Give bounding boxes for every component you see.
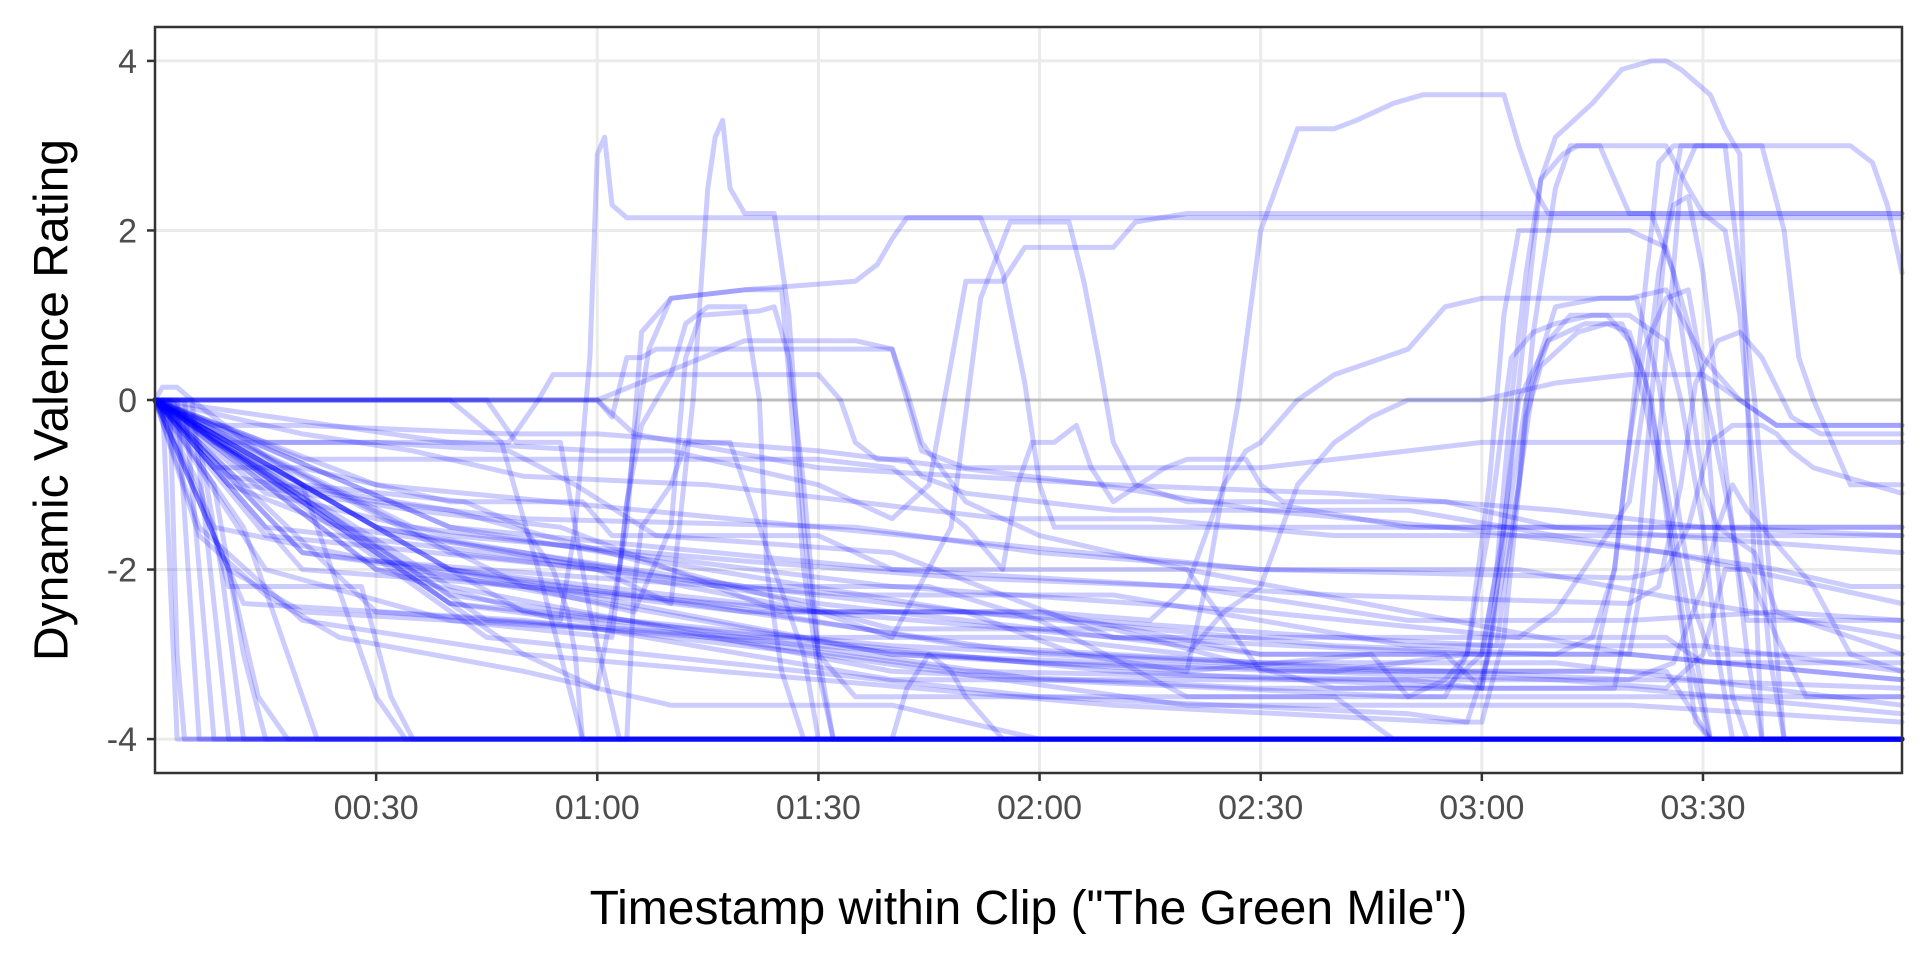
series-line-23 xyxy=(152,397,1905,623)
series-line-34 xyxy=(152,117,1905,700)
series-line-46 xyxy=(152,228,1905,742)
x-tick-label-4: 02:30 xyxy=(1218,789,1303,827)
series-line-24 xyxy=(152,397,1905,640)
series-line-8 xyxy=(152,397,1905,742)
series-line-26 xyxy=(152,397,1905,606)
series-line-30 xyxy=(152,215,1905,691)
series-line-57 xyxy=(152,143,1905,657)
series-line-25 xyxy=(152,397,1905,708)
series-layer xyxy=(152,58,1905,742)
series-line-5 xyxy=(152,397,1905,742)
x-tick-label-2: 01:30 xyxy=(776,789,861,827)
series-line-32 xyxy=(152,287,1905,742)
series-line-27 xyxy=(152,397,1905,539)
series-line-61 xyxy=(152,397,1905,700)
series-line-60 xyxy=(152,397,1905,683)
series-line-14 xyxy=(152,397,1905,742)
series-line-1 xyxy=(152,397,1905,742)
series-line-15 xyxy=(152,397,1905,742)
y-tick-label-3: 2 xyxy=(118,212,137,250)
series-line-50 xyxy=(152,321,1905,742)
x-tick-label-0: 00:30 xyxy=(334,789,419,827)
series-line-49 xyxy=(152,312,1905,742)
y-tick-label-1: -2 xyxy=(107,552,137,590)
series-line-43 xyxy=(152,372,1905,657)
series-line-7 xyxy=(152,397,1905,742)
series-line-41 xyxy=(152,92,1905,674)
series-line-45 xyxy=(152,143,1905,742)
x-axis-title: Timestamp within Clip ("The Green Mile") xyxy=(590,882,1468,935)
series-line-6 xyxy=(152,397,1905,742)
series-line-40 xyxy=(152,397,1905,572)
series-line-16 xyxy=(152,397,1905,666)
series-line-18 xyxy=(152,397,1905,691)
y-tick-label-0: -4 xyxy=(107,721,137,759)
series-line-11 xyxy=(152,397,1905,742)
series-line-54 xyxy=(152,287,1905,742)
series-line-44 xyxy=(152,58,1905,742)
x-tick-label-5: 03:00 xyxy=(1439,789,1524,827)
ticks-layer: 00:30 01:00 01:30 02:00 02:30 03:00 03:30 -4 -2 0… xyxy=(107,43,1746,827)
x-tick-label-6: 03:30 xyxy=(1660,789,1745,827)
series-line-38 xyxy=(152,211,1905,522)
series-line-3 xyxy=(152,397,1905,742)
series-line-28 xyxy=(152,397,1905,742)
series-line-42 xyxy=(152,287,1905,623)
series-line-36 xyxy=(152,346,1905,683)
series-line-58 xyxy=(152,329,1905,606)
series-line-48 xyxy=(152,321,1905,742)
x-tick-label-1: 01:00 xyxy=(555,789,640,827)
series-line-52 xyxy=(152,143,1905,657)
series-line-47 xyxy=(152,312,1905,742)
series-line-51 xyxy=(152,295,1905,691)
series-line-19 xyxy=(152,397,1905,717)
series-line-55 xyxy=(152,143,1905,742)
x-tick-label-3: 02:00 xyxy=(997,789,1082,827)
y-tick-label-4: 4 xyxy=(118,43,137,81)
y-tick-label-2: 0 xyxy=(118,382,137,420)
series-line-56 xyxy=(152,143,1905,691)
series-line-37 xyxy=(152,338,1905,471)
series-line-2 xyxy=(152,397,1905,742)
series-line-35 xyxy=(152,372,1905,539)
series-line-33 xyxy=(152,304,1905,742)
series-line-22 xyxy=(152,397,1905,589)
series-line-29 xyxy=(152,134,1905,623)
series-line-4 xyxy=(152,397,1905,742)
series-line-59 xyxy=(152,397,1905,581)
series-line-39 xyxy=(152,219,1905,640)
series-line-31 xyxy=(152,304,1905,742)
series-line-17 xyxy=(152,397,1905,683)
series-line-21 xyxy=(152,397,1905,725)
y-axis-title: Dynamic Valence Rating xyxy=(26,139,79,661)
series-line-13 xyxy=(152,397,1905,742)
series-line-0 xyxy=(152,397,1905,742)
series-line-10 xyxy=(152,397,1905,742)
series-line-9 xyxy=(152,384,1905,742)
series-line-12 xyxy=(152,397,1905,742)
series-line-20 xyxy=(152,397,1905,674)
series-line-53 xyxy=(152,194,1905,640)
